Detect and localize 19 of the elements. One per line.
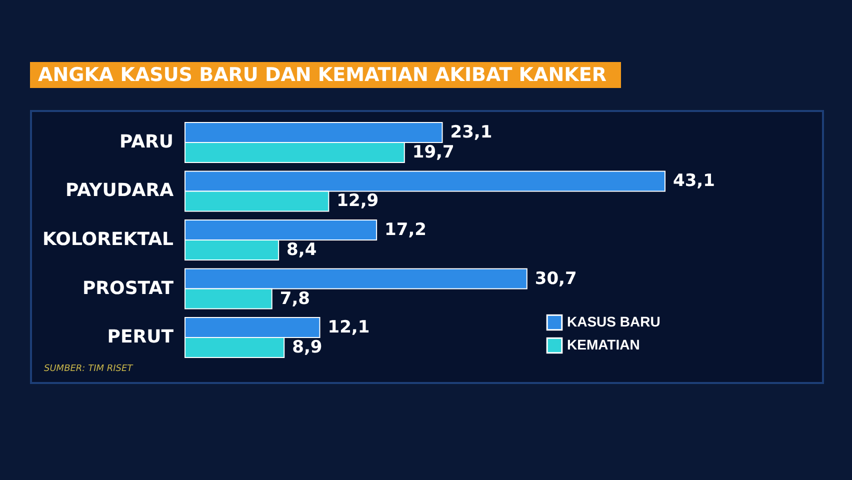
data-label: 8,9 bbox=[292, 338, 322, 358]
y-tick-label: PROSTAT bbox=[82, 278, 174, 299]
text: SUMBER: TIM RISET bbox=[44, 364, 133, 374]
y-tick-label: KOLOREKTAL bbox=[42, 229, 174, 250]
data-label: 7,8 bbox=[280, 288, 310, 309]
data-label: 43,1 bbox=[673, 171, 715, 192]
data-label: 12,9 bbox=[336, 191, 379, 212]
data-label: 8,4 bbox=[286, 240, 317, 260]
data-label: 30,7 bbox=[534, 268, 577, 289]
data-label: 12,1 bbox=[328, 318, 370, 338]
legend-label: KASUS BARU bbox=[567, 314, 660, 330]
data-label: 23,1 bbox=[450, 122, 492, 142]
chart-title: ANGKA KASUS BARU DAN KEMATIAN AKIBAT KANKER bbox=[30, 62, 621, 88]
data-label: 17,2 bbox=[384, 220, 427, 240]
y-tick-label: PARU bbox=[120, 131, 174, 152]
data-label: 19,7 bbox=[412, 142, 454, 162]
y-tick-label: PERUT bbox=[107, 326, 174, 348]
legend-label: KEMATIAN bbox=[567, 336, 640, 352]
y-tick-label: PAYUDARA bbox=[65, 180, 174, 202]
